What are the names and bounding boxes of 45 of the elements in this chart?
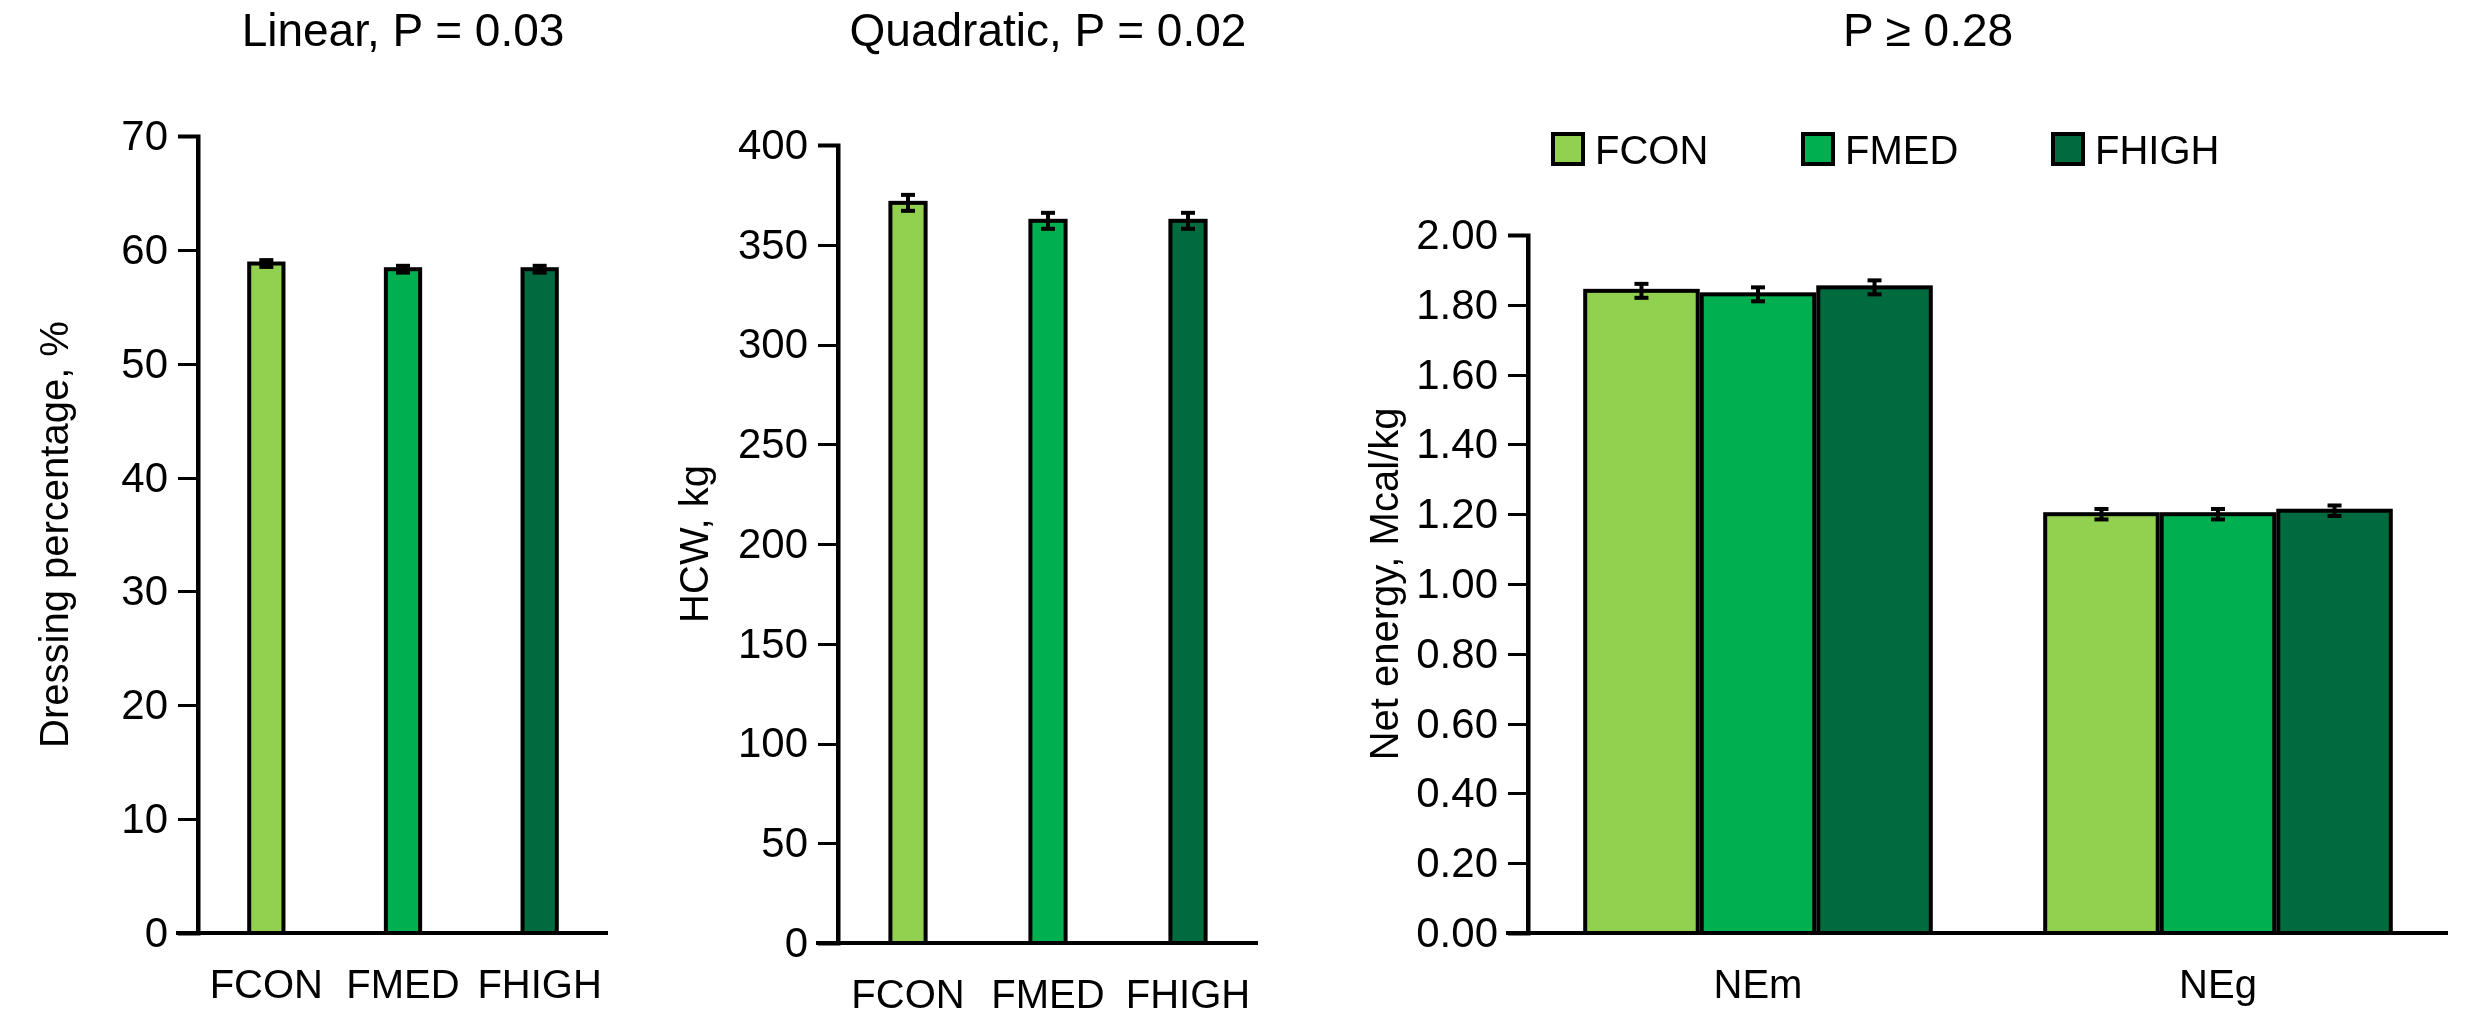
y-tick-label: 0.80: [1416, 629, 1498, 677]
y-tick-label: 40: [121, 453, 168, 501]
y-tick-label: 0: [784, 918, 808, 966]
y-tick-label: 20: [121, 681, 168, 729]
chart-title: P ≥ 0.28: [1842, 4, 2014, 56]
chart-title: Linear, P = 0.03: [241, 4, 565, 56]
y-tick-label: 300: [737, 320, 808, 368]
x-tick-label: FCON: [851, 972, 965, 1016]
y-tick-label: 2.00: [1416, 210, 1498, 258]
x-tick-label: NEm: [1713, 962, 1803, 1006]
x-tick-label: FCON: [209, 962, 323, 1006]
y-tick-label: 50: [121, 339, 168, 387]
x-tick-label: FHIGH: [1125, 972, 1251, 1016]
y-tick-label: 1.60: [1416, 350, 1498, 398]
y-axis-title: HCW, kg: [672, 465, 716, 623]
legend-label: FMED: [1845, 128, 1959, 172]
y-tick-label: 0.40: [1416, 769, 1498, 817]
y-tick-label: 30: [121, 567, 168, 615]
legend-label: FCON: [1595, 128, 1709, 172]
y-tick-label: 100: [737, 719, 808, 767]
y-tick-label: 1.00: [1416, 559, 1498, 607]
y-tick-label: 0.00: [1416, 908, 1498, 956]
y-tick-label: 350: [737, 220, 808, 268]
y-tick-label: 1.20: [1416, 490, 1498, 538]
y-tick-label: 200: [737, 519, 808, 567]
y-tick-label: 400: [737, 120, 808, 168]
y-tick-label: 150: [737, 619, 808, 667]
y-tick-label: 50: [761, 819, 808, 867]
x-tick-label: FHIGH: [477, 962, 602, 1006]
y-tick-label: 60: [121, 225, 168, 273]
y-tick-label: 1.40: [1416, 420, 1498, 468]
legend-label: FHIGH: [2095, 128, 2220, 172]
y-axis-title: Dressing percentage, %: [32, 321, 76, 748]
x-tick-label: FMED: [991, 972, 1105, 1016]
y-tick-label: 1.80: [1416, 280, 1498, 328]
y-tick-label: 0.20: [1416, 839, 1498, 887]
y-tick-label: 250: [737, 420, 808, 468]
chart-title: Quadratic, P = 0.02: [849, 4, 1247, 56]
y-axis-title: Net energy, Mcal/kg: [1362, 407, 1406, 761]
x-tick-label: FMED: [346, 962, 460, 1006]
y-tick-label: 0: [144, 908, 168, 956]
x-tick-label: NEg: [2179, 962, 2257, 1006]
y-tick-label: 10: [121, 795, 168, 843]
y-tick-label: 0.60: [1416, 699, 1498, 747]
y-tick-label: 70: [121, 111, 168, 159]
